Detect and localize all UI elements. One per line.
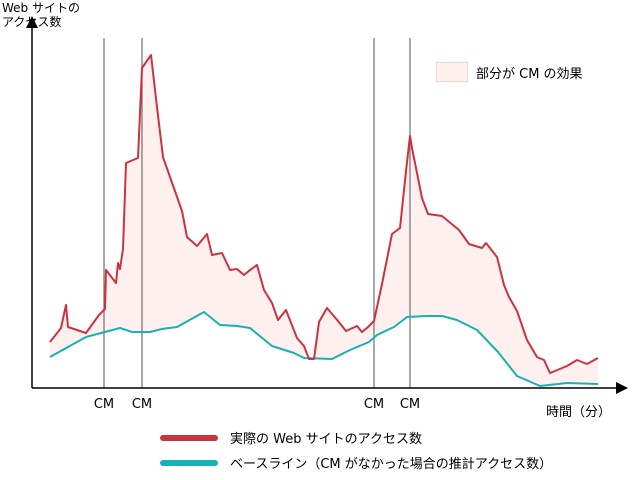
cm-marker-label: CM — [363, 397, 385, 412]
y-axis-label-line1: Web サイトの — [2, 1, 80, 15]
legend-label-baseline: ベースライン（CM がなかった場合の推計アクセス数） — [230, 457, 553, 472]
cm-effect-legend: 部分が CM の効果 — [436, 62, 583, 82]
legend-item-baseline: ベースライン（CM がなかった場合の推計アクセス数） — [160, 453, 552, 472]
legend-line-actual — [160, 434, 218, 441]
cm-effect-label: 部分が CM の効果 — [476, 66, 583, 82]
x-axis-label: 時間（分） — [546, 405, 612, 420]
cm-marker-label: CM — [93, 397, 115, 412]
legend-line-baseline — [160, 459, 218, 466]
cm-effect-area — [50, 55, 598, 386]
legend-item-actual: 実際の Web サイトのアクセス数 — [160, 428, 422, 447]
cm-marker-label: CM — [399, 397, 421, 412]
actual-access-line — [49, 54, 599, 374]
cm-marker-label: CM — [131, 397, 153, 412]
legend-label-actual: 実際の Web サイトのアクセス数 — [230, 432, 422, 447]
cm-effect-swatch — [436, 62, 468, 82]
y-axis-label-line2: アクセス数 — [2, 15, 62, 29]
baseline-line — [49, 311, 599, 387]
